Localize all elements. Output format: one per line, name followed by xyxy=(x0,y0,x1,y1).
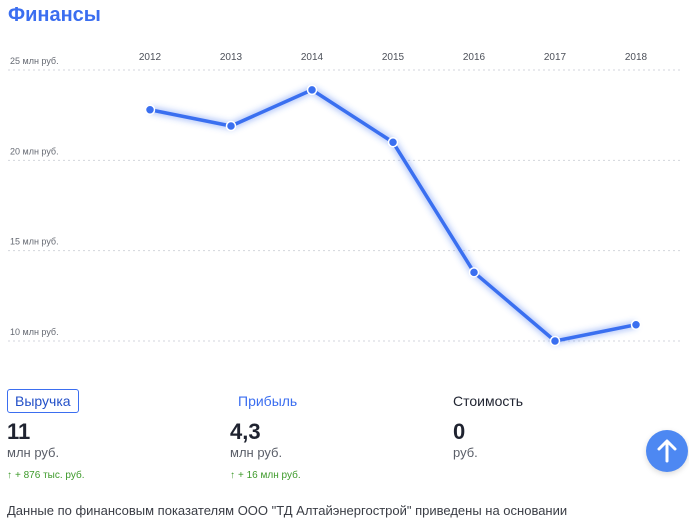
data-point[interactable] xyxy=(468,267,480,278)
metric-revenue: Выручка 11 млн руб. ↑ + 876 тыс. руб. xyxy=(7,389,84,481)
y-tick-label: 25 млн руб. xyxy=(10,56,59,66)
x-tick-label: 2012 xyxy=(139,52,162,63)
data-point[interactable] xyxy=(630,319,642,330)
x-axis-ticks: 2012 2013 2014 2015 2016 2017 2018 xyxy=(139,52,648,63)
data-point[interactable] xyxy=(225,120,237,132)
revenue-delta-text: + 876 тыс. руб. xyxy=(15,470,85,481)
y-tick-label: 15 млн руб. xyxy=(10,237,59,247)
metric-profit: Прибыль 4,3 млн руб. ↑ + 16 млн руб. xyxy=(230,389,301,481)
data-point[interactable] xyxy=(549,335,561,347)
y-axis-ticks: 25 млн руб. 20 млн руб. 15 млн руб. 10 млн … xyxy=(10,56,59,337)
profit-value: 4,3 xyxy=(230,419,261,444)
x-tick-label: 2016 xyxy=(463,52,486,63)
revenue-unit: млн руб. xyxy=(7,445,60,460)
cost-unit: руб. xyxy=(453,445,478,460)
arrow-up-small-icon: ↑ xyxy=(230,470,235,481)
revenue-delta: ↑ + 876 тыс. руб. xyxy=(7,470,84,481)
tab-revenue[interactable]: Выручка xyxy=(7,389,79,413)
series-points xyxy=(144,84,642,347)
x-tick-label: 2017 xyxy=(544,52,567,63)
metric-value: Стоимость 0 руб. xyxy=(453,389,523,460)
arrow-up-icon xyxy=(657,439,677,463)
series-line-glow xyxy=(149,85,637,345)
data-point[interactable] xyxy=(306,84,318,96)
profit-delta-text: + 16 млн руб. xyxy=(238,470,301,481)
revenue-line-chart: 25 млн руб. 20 млн руб. 15 млн руб. 10 млн … xyxy=(8,52,680,347)
x-tick-label: 2013 xyxy=(220,52,243,63)
data-point[interactable] xyxy=(387,137,399,148)
profit-unit: млн руб. xyxy=(230,445,283,460)
revenue-value: 11 xyxy=(7,419,31,444)
y-tick-label: 10 млн руб. xyxy=(10,327,59,337)
arrow-up-small-icon: ↑ xyxy=(7,470,12,481)
x-tick-label: 2015 xyxy=(382,52,405,63)
series-line xyxy=(148,85,638,345)
data-point[interactable] xyxy=(144,104,156,115)
tab-value[interactable]: Стоимость xyxy=(453,393,524,409)
scroll-up-button[interactable] xyxy=(646,430,688,472)
x-tick-label: 2014 xyxy=(301,52,324,63)
profit-delta: ↑ + 16 млн руб. xyxy=(230,470,301,481)
y-tick-label: 20 млн руб. xyxy=(10,146,59,156)
footer-note: Данные по финансовым показателям ООО "ТД… xyxy=(7,503,568,518)
cost-value: 0 xyxy=(453,419,466,444)
tab-profit[interactable]: Прибыль xyxy=(238,393,298,409)
section-title: Финансы xyxy=(8,4,101,26)
x-tick-label: 2018 xyxy=(625,52,648,63)
